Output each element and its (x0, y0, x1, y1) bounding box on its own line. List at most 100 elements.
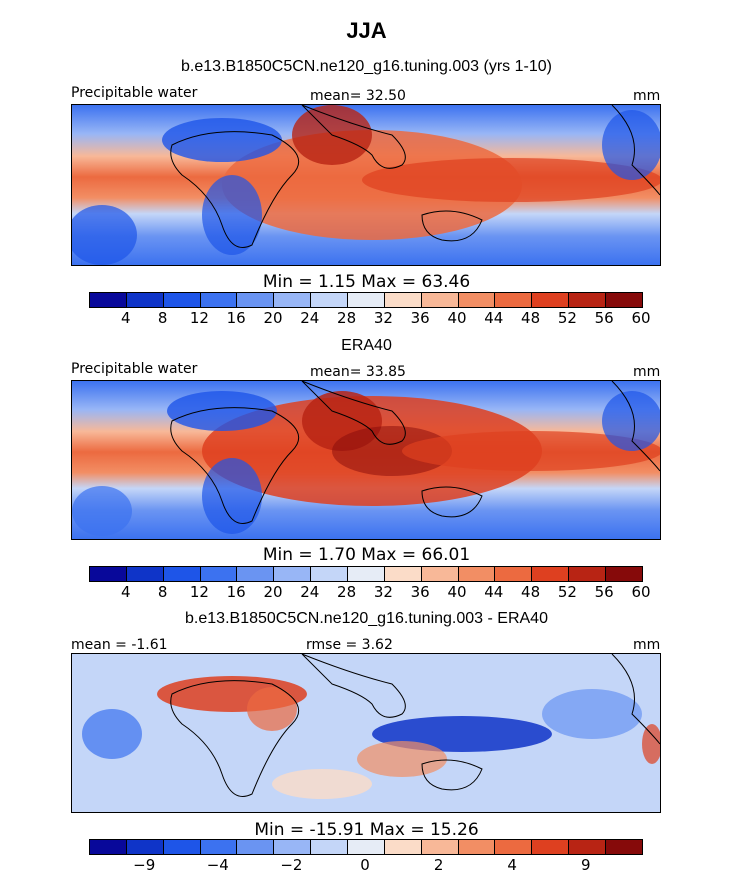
panel3-rmse-label: rmse = 3.62 (306, 637, 393, 653)
colorbar-swatch (384, 840, 422, 854)
colorbar-swatch (495, 840, 533, 854)
panel3-colorbar-ticks: −9 −4 −2 0 2 4 9 (89, 856, 641, 876)
colorbar-tick-label: 36 (410, 583, 430, 601)
colorbar-swatch (569, 840, 607, 854)
panel3-mean-label: mean = -1.61 (71, 637, 168, 653)
panel3-map (71, 653, 661, 813)
colorbar-swatch (495, 293, 533, 307)
colorbar-swatch (458, 840, 496, 854)
colorbar-tick-label: 52 (557, 583, 577, 601)
colorbar-swatch (200, 293, 238, 307)
colorbar-tick-label: 2 (433, 856, 444, 874)
colorbar-tick-label: 24 (300, 309, 320, 327)
colorbar-tick-label: −2 (280, 856, 303, 874)
panel2-map-svg (72, 381, 660, 539)
colorbar-tick-label: −9 (133, 856, 156, 874)
colorbar-tick-label: 16 (226, 583, 246, 601)
colorbar-swatch (348, 293, 385, 307)
panel1-colorbar (89, 292, 643, 308)
colorbar-swatch (421, 840, 459, 854)
colorbar-tick-label: 8 (157, 309, 168, 327)
panel2-min-max: Min = 1.70 Max = 66.01 (262, 545, 471, 565)
colorbar-swatch (569, 567, 607, 581)
colorbar-tick-label: 36 (410, 309, 430, 327)
colorbar-tick-label: 40 (447, 583, 467, 601)
colorbar-tick-label: 24 (300, 583, 320, 601)
figure-title: JJA (346, 18, 387, 43)
panel1-min-max: Min = 1.15 Max = 63.46 (262, 272, 471, 292)
colorbar-tick-label: 12 (189, 309, 209, 327)
colorbar-swatch (237, 840, 275, 854)
colorbar-swatch (163, 840, 201, 854)
colorbar-tick-label: 32 (373, 583, 393, 601)
colorbar-tick-label: 56 (594, 309, 614, 327)
colorbar-tick-label: 44 (484, 309, 504, 327)
colorbar-tick-label: 28 (337, 583, 357, 601)
colorbar-swatch (274, 293, 312, 307)
colorbar-tick-label: 16 (226, 309, 246, 327)
colorbar-tick-label: 8 (157, 583, 168, 601)
panel1-colorbar-ticks: 4 8 12 16 20 24 28 32 36 40 44 48 52 56 60 (89, 309, 651, 329)
colorbar-tick-label: 32 (373, 309, 393, 327)
colorbar-tick-label: 48 (521, 309, 541, 327)
colorbar-swatch (237, 567, 275, 581)
colorbar-swatch (606, 840, 642, 854)
colorbar-swatch (532, 293, 570, 307)
colorbar-tick-label: 12 (189, 583, 209, 601)
colorbar-swatch (90, 567, 127, 581)
colorbar-swatch (495, 567, 533, 581)
panel2-mean-label: mean= 33.85 (310, 364, 406, 380)
colorbar-tick-label: 60 (631, 309, 651, 327)
colorbar-swatch (237, 293, 275, 307)
colorbar-swatch (458, 293, 496, 307)
panel2-colorbar (89, 566, 643, 582)
colorbar-swatch (274, 840, 312, 854)
colorbar-swatch (532, 840, 570, 854)
colorbar-swatch (163, 567, 201, 581)
colorbar-swatch (606, 567, 642, 581)
colorbar-tick-label: 20 (263, 583, 283, 601)
panel1-units: mm (633, 88, 661, 104)
colorbar-swatch (90, 840, 127, 854)
colorbar-tick-label: 4 (121, 583, 131, 601)
colorbar-swatch (274, 567, 312, 581)
colorbar-swatch (163, 293, 201, 307)
colorbar-swatch (200, 567, 238, 581)
panel3-min-max: Min = -15.91 Max = 15.26 (254, 820, 479, 840)
colorbar-tick-label: 44 (484, 583, 504, 601)
panel1-title: b.e13.B1850C5CN.ne120_g16.tuning.003 (yr… (181, 58, 552, 75)
colorbar-swatch (348, 840, 385, 854)
panel2-left-label: Precipitable water (71, 361, 198, 377)
colorbar-swatch (348, 567, 385, 581)
colorbar-swatch (90, 293, 127, 307)
panel3-units: mm (633, 637, 661, 653)
colorbar-tick-label: −4 (206, 856, 229, 874)
colorbar-swatch (421, 293, 459, 307)
colorbar-tick-label: 52 (557, 309, 577, 327)
colorbar-tick-label: 4 (507, 856, 517, 874)
colorbar-swatch (421, 567, 459, 581)
colorbar-tick-label: 20 (263, 309, 283, 327)
colorbar-swatch (458, 567, 496, 581)
panel2-title: ERA40 (341, 337, 392, 354)
colorbar-swatch (311, 840, 349, 854)
colorbar-tick-label: 4 (121, 309, 131, 327)
panel2-units: mm (633, 364, 661, 380)
colorbar-tick-label: 28 (337, 309, 357, 327)
panel1-left-label: Precipitable water (71, 85, 198, 101)
colorbar-swatch (606, 293, 642, 307)
panel1-mean-label: mean= 32.50 (310, 88, 406, 104)
colorbar-tick-label: 60 (631, 583, 651, 601)
colorbar-tick-label: 0 (360, 856, 370, 874)
panel3-title: b.e13.B1850C5CN.ne120_g16.tuning.003 - E… (185, 610, 548, 627)
colorbar-swatch (569, 293, 607, 307)
panel1-map-svg (72, 105, 660, 265)
colorbar-swatch (384, 567, 422, 581)
colorbar-tick-label: 40 (447, 309, 467, 327)
colorbar-swatch (532, 567, 570, 581)
colorbar-swatch (311, 293, 349, 307)
panel3-colorbar (89, 839, 643, 855)
colorbar-swatch (311, 567, 349, 581)
colorbar-swatch (126, 840, 164, 854)
colorbar-swatch (384, 293, 422, 307)
